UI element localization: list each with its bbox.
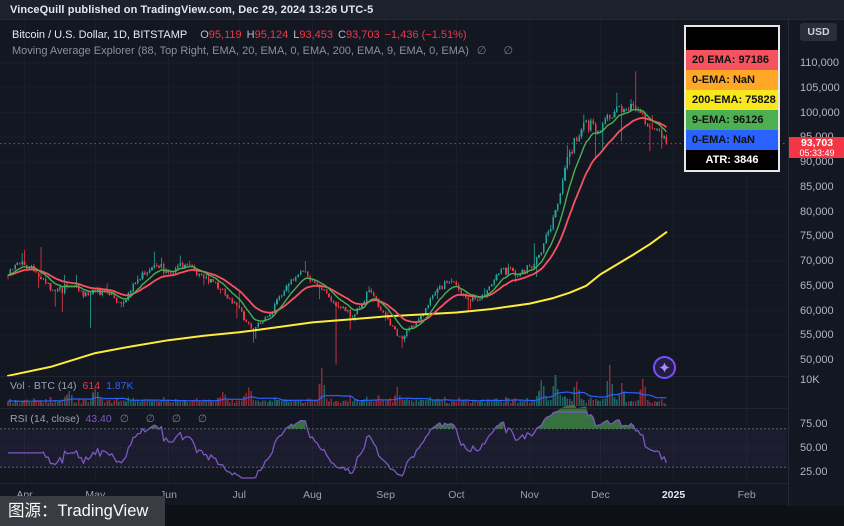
ema-legend-row: 20 EMA: 97186 — [686, 50, 778, 70]
empty-set-icons[interactable]: ∅ ∅ — [476, 45, 521, 57]
sparkle-button[interactable] — [653, 356, 676, 379]
volume-legend-row: Vol · BTC (14) 614 1.87K — [10, 380, 134, 392]
rsi-legend-row: RSI (14, close) 43.40 ∅ ∅ ∅ ∅ — [10, 413, 214, 425]
ema-legend-row: 200-EMA: 75828 — [686, 90, 778, 110]
price-axis-label: 55,000 — [800, 329, 834, 342]
indicator-legend-row: Moving Average Explorer (88, Top Right, … — [12, 44, 520, 57]
ohlc-key: H — [246, 29, 255, 41]
price-axis-label: 70,000 — [800, 255, 834, 267]
price-axis-label: 65,000 — [800, 279, 834, 292]
rsi-current: 43.40 — [85, 413, 112, 425]
ohlc-value: 93,453 — [299, 29, 334, 41]
last-price-value: 93,703 — [800, 136, 834, 149]
ema-legend-row: 0-EMA: NaN — [686, 130, 778, 150]
symbol-title[interactable]: Bitcoin / U.S. Dollar, 1D, BITSTAMP — [12, 29, 188, 41]
publish-info: VinceQuill published on TradingView.com,… — [10, 4, 374, 16]
source-attribution: 图源：TradingView — [0, 496, 165, 526]
source-label: 图源：TradingView — [8, 502, 149, 520]
time-axis-label: Aug — [303, 489, 322, 501]
time-axis-label: Jul — [232, 489, 246, 501]
ohlc-key: L — [293, 29, 300, 41]
time-axis-label: 2025 — [661, 489, 686, 501]
ema-values-panel: 20 EMA: 97186 0-EMA: NaN 200-EMA: 75828 9-E… — [684, 25, 780, 172]
rsi-axis-label: 25.00 — [800, 466, 828, 478]
currency-toggle[interactable]: USD — [800, 23, 837, 41]
ohlc-value: 95,124 — [254, 29, 289, 41]
ohlc-value: 93,703 — [345, 29, 380, 41]
rsi-axis-label: 75.00 — [800, 418, 828, 430]
ema-legend-spacer — [686, 27, 778, 50]
volume-current: 614 — [82, 380, 101, 392]
volume-title[interactable]: Vol · BTC (14) — [10, 380, 77, 392]
price-axis-label: 75,000 — [800, 230, 834, 243]
four-point-star-icon — [659, 362, 670, 373]
empty-set-icons[interactable]: ∅ ∅ ∅ ∅ — [119, 413, 215, 425]
bar-countdown: 05:33:49 — [799, 147, 835, 158]
indicator-title[interactable]: Moving Average Explorer (88, Top Right, … — [12, 45, 469, 57]
ema-legend-row: 9-EMA: 96126 — [686, 110, 778, 130]
ohlc-value: 95,119 — [208, 29, 242, 41]
price-axis-label: 50,000 — [800, 354, 834, 366]
ohlc-key: O — [200, 29, 209, 41]
price-axis-label: 100,000 — [800, 106, 840, 119]
price-axis-label: 60,000 — [800, 304, 834, 317]
rsi-title[interactable]: RSI (14, close) — [10, 413, 80, 425]
ohlc-key: C — [338, 29, 346, 41]
time-axis-label: Oct — [448, 489, 465, 501]
publish-bar: VinceQuill published on TradingView.com,… — [0, 0, 844, 20]
time-axis-label: Sep — [376, 489, 395, 501]
ema-legend-row: 0-EMA: NaN — [686, 70, 778, 90]
price-axis-label: 80,000 — [800, 205, 834, 218]
price-axis-label: 85,000 — [800, 180, 834, 193]
time-axis-label: Nov — [520, 489, 539, 501]
time-axis-label: Dec — [591, 489, 610, 501]
rsi-axis-label: 50.00 — [800, 442, 828, 454]
volume-axis-label: 10K — [800, 374, 820, 386]
symbol-legend-row: Bitcoin / U.S. Dollar, 1D, BITSTAMP O95,1… — [12, 29, 467, 41]
volume-ma: 1.87K — [106, 380, 134, 392]
ema-legend-row: ATR: 3846 — [686, 150, 778, 170]
last-price-badge: 93,703 05:33:49 — [789, 136, 844, 158]
price-axis-label: 105,000 — [800, 81, 840, 94]
price-axis-label: 110,000 — [800, 57, 839, 69]
price-change: −1,436 (−1.51%) — [384, 29, 467, 41]
price-axis-label: 90,000 — [800, 156, 834, 168]
time-axis-label: Feb — [737, 489, 756, 501]
price-axis[interactable]: USD 110,000105,000100,00095,00090,00085,… — [788, 20, 844, 506]
bottom-strip — [0, 505, 844, 526]
